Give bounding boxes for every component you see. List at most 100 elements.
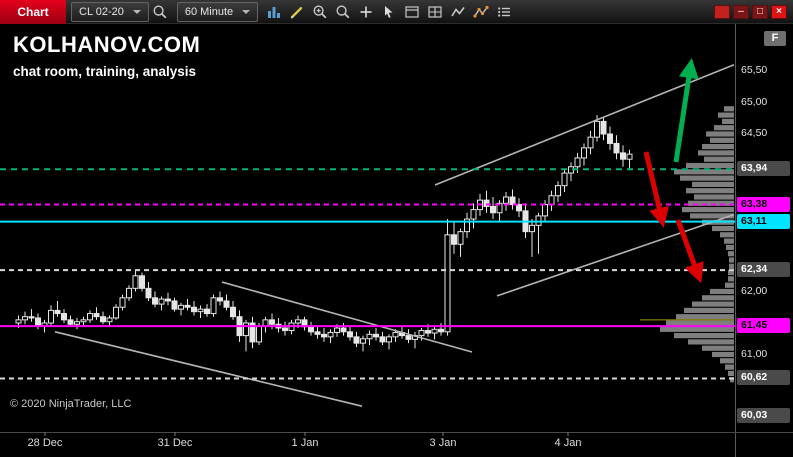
candle-body bbox=[282, 327, 288, 332]
candle-body bbox=[74, 321, 80, 325]
close-button[interactable]: × bbox=[771, 4, 787, 19]
candle-body bbox=[613, 142, 620, 154]
volume-profile-bar bbox=[704, 156, 734, 162]
candle-body bbox=[626, 153, 633, 160]
candle-body bbox=[574, 157, 581, 168]
chart-trader-icon[interactable] bbox=[400, 2, 423, 22]
trendline[interactable] bbox=[434, 63, 735, 186]
zoom-in-icon[interactable] bbox=[308, 2, 331, 22]
candle-body bbox=[587, 136, 594, 149]
instrument-selector[interactable]: CL 02-20 bbox=[71, 1, 149, 22]
chart-tab[interactable]: Chart bbox=[0, 0, 66, 24]
candle-body bbox=[230, 306, 236, 318]
candle-body bbox=[542, 204, 548, 217]
price-marker: 62,34 bbox=[737, 262, 790, 278]
price-tick: 62,00 bbox=[741, 284, 768, 297]
toolbar-icons bbox=[262, 2, 515, 22]
candle-body bbox=[360, 338, 366, 344]
candle-body bbox=[483, 199, 490, 207]
volume-profile-bar bbox=[706, 131, 734, 137]
strategies-icon[interactable] bbox=[469, 2, 492, 22]
cursor-icon[interactable] bbox=[377, 2, 400, 22]
link-button[interactable] bbox=[714, 4, 730, 19]
volume-profile-bar bbox=[712, 225, 734, 232]
volume-profile-bar bbox=[674, 169, 734, 175]
candle-body bbox=[561, 172, 568, 187]
candle-body bbox=[191, 306, 197, 313]
time-label: 28 Dec bbox=[27, 437, 63, 449]
interval-value: 60 Minute bbox=[184, 5, 234, 18]
red-down-arrow-2[interactable] bbox=[675, 219, 704, 284]
candle-body bbox=[334, 327, 340, 333]
data-grid-icon[interactable] bbox=[423, 2, 446, 22]
candle-body bbox=[327, 331, 334, 338]
zoom-out-icon[interactable] bbox=[331, 2, 354, 22]
trendline[interactable] bbox=[54, 331, 363, 407]
drawing-tools-icon[interactable] bbox=[285, 2, 308, 22]
candle-body bbox=[581, 147, 587, 159]
candle-body bbox=[373, 333, 379, 338]
volume-profile-bar bbox=[698, 150, 734, 156]
toolbar: Chart CL 02-20 60 Minute – □ × bbox=[0, 0, 793, 24]
volume-profile-bar bbox=[674, 333, 734, 339]
candle-body bbox=[308, 326, 314, 333]
chart-style-icon[interactable] bbox=[262, 2, 285, 22]
red-down-arrow-1[interactable] bbox=[643, 151, 669, 228]
indicators-icon[interactable] bbox=[446, 2, 469, 22]
volume-profile-bar bbox=[724, 106, 734, 112]
fixed-scale-button[interactable]: F bbox=[764, 31, 786, 46]
volume-profile-bar bbox=[686, 162, 734, 169]
candle-body bbox=[249, 322, 256, 343]
candle-body bbox=[243, 322, 249, 337]
instrument-lookup-icon[interactable] bbox=[149, 2, 172, 22]
candle-body bbox=[184, 304, 191, 308]
crosshair-icon[interactable] bbox=[354, 2, 377, 22]
price-marker: 60,62 bbox=[737, 370, 790, 386]
volume-profile-bar bbox=[725, 282, 734, 288]
candle-body bbox=[503, 196, 509, 204]
price-axis[interactable]: F 65,50 65,00 64,50 62,00 61,00 63,94 63,38 63,… bbox=[735, 24, 793, 457]
candle-body bbox=[152, 297, 158, 305]
volume-profile-bar bbox=[710, 288, 734, 295]
candle-body bbox=[256, 325, 262, 343]
candle-body bbox=[321, 333, 327, 338]
candle-body bbox=[392, 331, 399, 338]
candle-body bbox=[35, 317, 41, 327]
minimize-button[interactable]: – bbox=[733, 4, 749, 19]
time-axis[interactable]: 28 Dec 31 Dec 1 Jan 3 Jan 4 Jan bbox=[0, 432, 735, 457]
candle-body bbox=[87, 313, 93, 321]
candle-body bbox=[529, 224, 535, 233]
volume-profile-bar bbox=[682, 207, 734, 213]
maximize-button[interactable]: □ bbox=[752, 4, 768, 19]
volume-profile-bar bbox=[692, 301, 734, 307]
candle-body bbox=[210, 297, 217, 315]
candle-body bbox=[145, 287, 152, 299]
candle-body bbox=[139, 275, 145, 289]
candle-body bbox=[548, 195, 555, 206]
candle-body bbox=[425, 330, 431, 334]
chevron-down-icon bbox=[242, 9, 251, 14]
green-up-arrow[interactable] bbox=[673, 58, 699, 163]
trendline[interactable] bbox=[221, 281, 473, 353]
volume-profile-bar bbox=[728, 370, 734, 376]
candle-body bbox=[80, 319, 87, 323]
candle-body bbox=[28, 316, 35, 319]
candle-body bbox=[22, 316, 28, 321]
properties-icon[interactable] bbox=[492, 2, 515, 22]
volume-profile-bar bbox=[728, 251, 734, 257]
price-tick: 61,00 bbox=[741, 347, 768, 360]
trendline[interactable] bbox=[496, 213, 735, 297]
chart-plot[interactable] bbox=[0, 24, 793, 457]
candle-body bbox=[347, 331, 353, 338]
interval-selector[interactable]: 60 Minute bbox=[176, 1, 259, 22]
volume-profile-bar bbox=[702, 295, 734, 301]
candle-body bbox=[126, 287, 132, 299]
candle-body bbox=[100, 316, 106, 323]
volume-profile-bar bbox=[686, 188, 734, 194]
candle-body bbox=[269, 319, 275, 325]
candle-body bbox=[379, 336, 386, 343]
candle-body bbox=[594, 120, 600, 138]
candle-body bbox=[295, 319, 301, 324]
volume-profile-bar bbox=[729, 263, 734, 269]
